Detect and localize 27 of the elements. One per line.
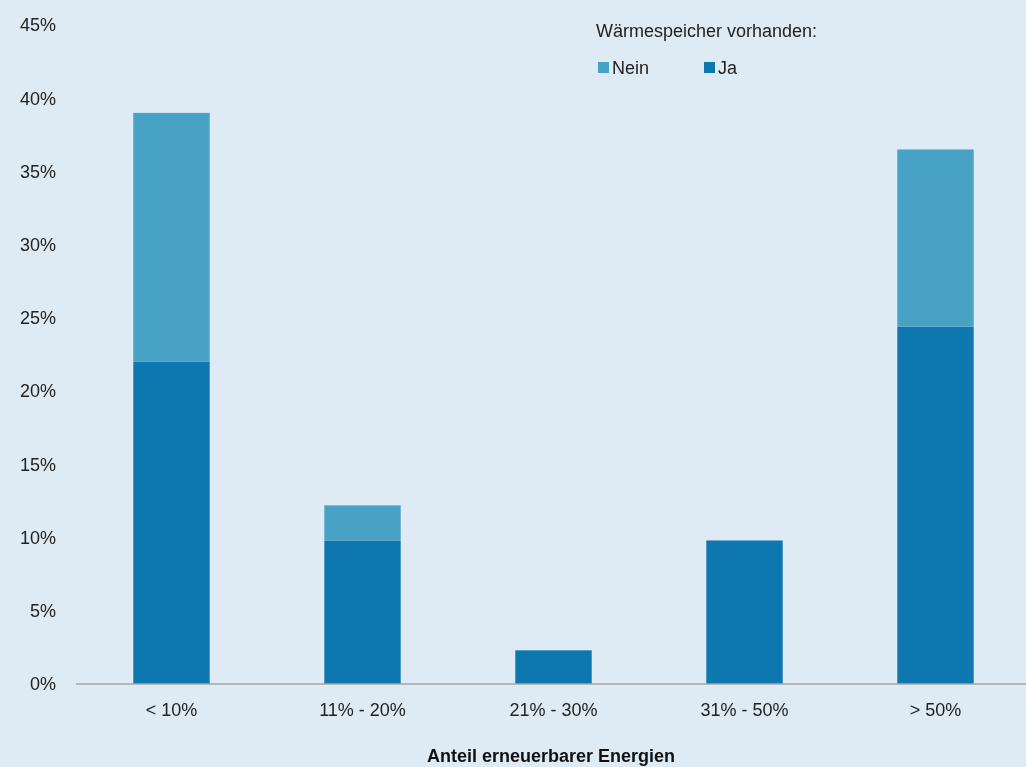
y-tick-label: 20% bbox=[19, 381, 56, 402]
legend-title: Wärmespeicher vorhanden: bbox=[596, 21, 818, 41]
legend-label: Nein bbox=[612, 58, 650, 78]
x-tick-label: > 50% bbox=[909, 700, 962, 720]
x-axis-title: Anteil erneuerbarer Energien bbox=[426, 746, 676, 766]
bar bbox=[897, 326, 974, 684]
x-tick-label: 21% - 30% bbox=[509, 700, 598, 720]
bar bbox=[515, 650, 592, 684]
y-tick-label: 40% bbox=[19, 88, 56, 109]
y-tick-label: 35% bbox=[19, 161, 56, 182]
bar bbox=[324, 505, 401, 541]
x-tick-label: 31% - 50% bbox=[700, 700, 789, 720]
y-tick-label: 15% bbox=[19, 454, 56, 475]
y-tick-label: 10% bbox=[19, 527, 56, 548]
y-tick-label: 30% bbox=[19, 234, 56, 255]
legend-label: Ja bbox=[718, 58, 738, 78]
y-tick-label: 45% bbox=[19, 15, 56, 36]
y-tick-label: 5% bbox=[29, 601, 56, 622]
y-tick-label: 0% bbox=[29, 674, 56, 695]
bar bbox=[897, 149, 974, 327]
bar bbox=[133, 361, 210, 684]
y-tick-label: 25% bbox=[19, 308, 56, 329]
x-tick-label: 11% - 20% bbox=[319, 700, 406, 720]
bar bbox=[706, 540, 783, 684]
bar bbox=[133, 112, 210, 362]
bar bbox=[324, 540, 401, 684]
x-tick-label: < 10% bbox=[145, 700, 198, 720]
